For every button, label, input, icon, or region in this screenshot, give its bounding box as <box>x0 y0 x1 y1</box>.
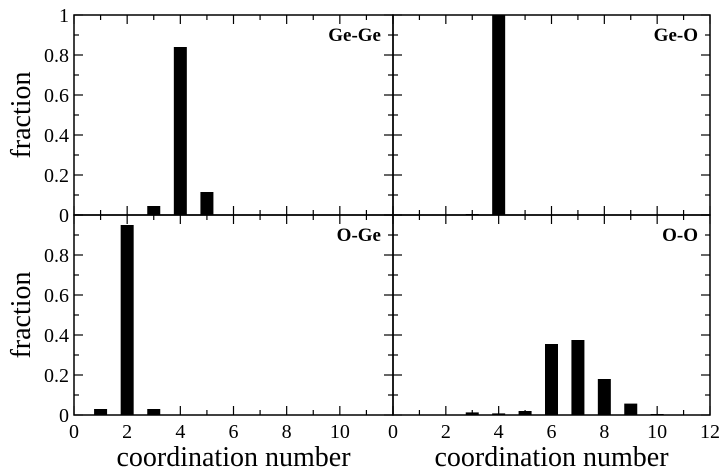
x-axis-label: coordination number <box>116 442 351 470</box>
panel-title-bottom-right: O-O <box>662 225 698 246</box>
x-tick-label: 2 <box>122 421 132 443</box>
x-tick-label: 12 <box>700 421 720 443</box>
y-tick-label: 0.4 <box>44 325 69 347</box>
x-tick-label: 8 <box>599 421 609 443</box>
bar-top-right-4 <box>492 15 506 215</box>
y-tick-label: 0.8 <box>44 245 69 267</box>
x-tick-label: 4 <box>494 421 504 443</box>
x-tick-label: 0 <box>388 421 398 443</box>
x-tick-label: 10 <box>330 421 350 443</box>
y-tick-label: 0.8 <box>44 45 69 67</box>
bar-bottom-right-9 <box>624 403 638 415</box>
x-tick-label: 6 <box>229 421 239 443</box>
y-tick-label: 1 <box>59 5 69 27</box>
bar-top-left-5 <box>200 192 214 215</box>
bar-bottom-right-6 <box>545 344 558 415</box>
bar-top-left-4 <box>173 47 187 215</box>
panel-bottom-right: 0 2 4 6 8 10 12 O-O coordination number <box>388 214 720 470</box>
x-tick-label: 2 <box>441 421 451 443</box>
y-axis-label: fraction <box>6 271 37 358</box>
panel-top-right: Ge-O <box>392 14 711 216</box>
y-tick-label: 0.2 <box>44 365 69 387</box>
bar-bottom-right-7 <box>571 340 585 415</box>
x-tick-label: 8 <box>282 421 292 443</box>
x-tick-label: 6 <box>547 421 557 443</box>
bar-bottom-right-8 <box>597 379 611 415</box>
panel-title-top-left: Ge-Ge <box>328 25 381 46</box>
y-axis-label: fraction <box>6 71 37 158</box>
x-axis-label: coordination number <box>434 442 669 470</box>
panel-title-top-right: Ge-O <box>654 25 698 46</box>
y-tick-label: 0 <box>59 405 69 427</box>
y-tick-label: 0.2 <box>44 165 69 187</box>
y-tick-label: 0.6 <box>44 285 69 307</box>
panel-top-left: 0 0.2 0.4 0.6 0.8 1 Ge-Ge fraction <box>6 5 394 227</box>
y-tick-label: 0.4 <box>44 125 69 147</box>
x-tick-label: 0 <box>69 421 79 443</box>
x-tick-label: 4 <box>175 421 185 443</box>
bar-bottom-left-2 <box>120 225 134 415</box>
panel-title-bottom-left: O-Ge <box>337 225 381 246</box>
x-tick-label: 10 <box>647 421 667 443</box>
y-tick-label: 0.6 <box>44 85 69 107</box>
panel-bottom-left: 0 0.2 0.4 0.6 0.8 0 2 4 6 8 10 O-Ge fraction coordina… <box>6 214 394 470</box>
y-tick-label: 0 <box>59 205 69 227</box>
